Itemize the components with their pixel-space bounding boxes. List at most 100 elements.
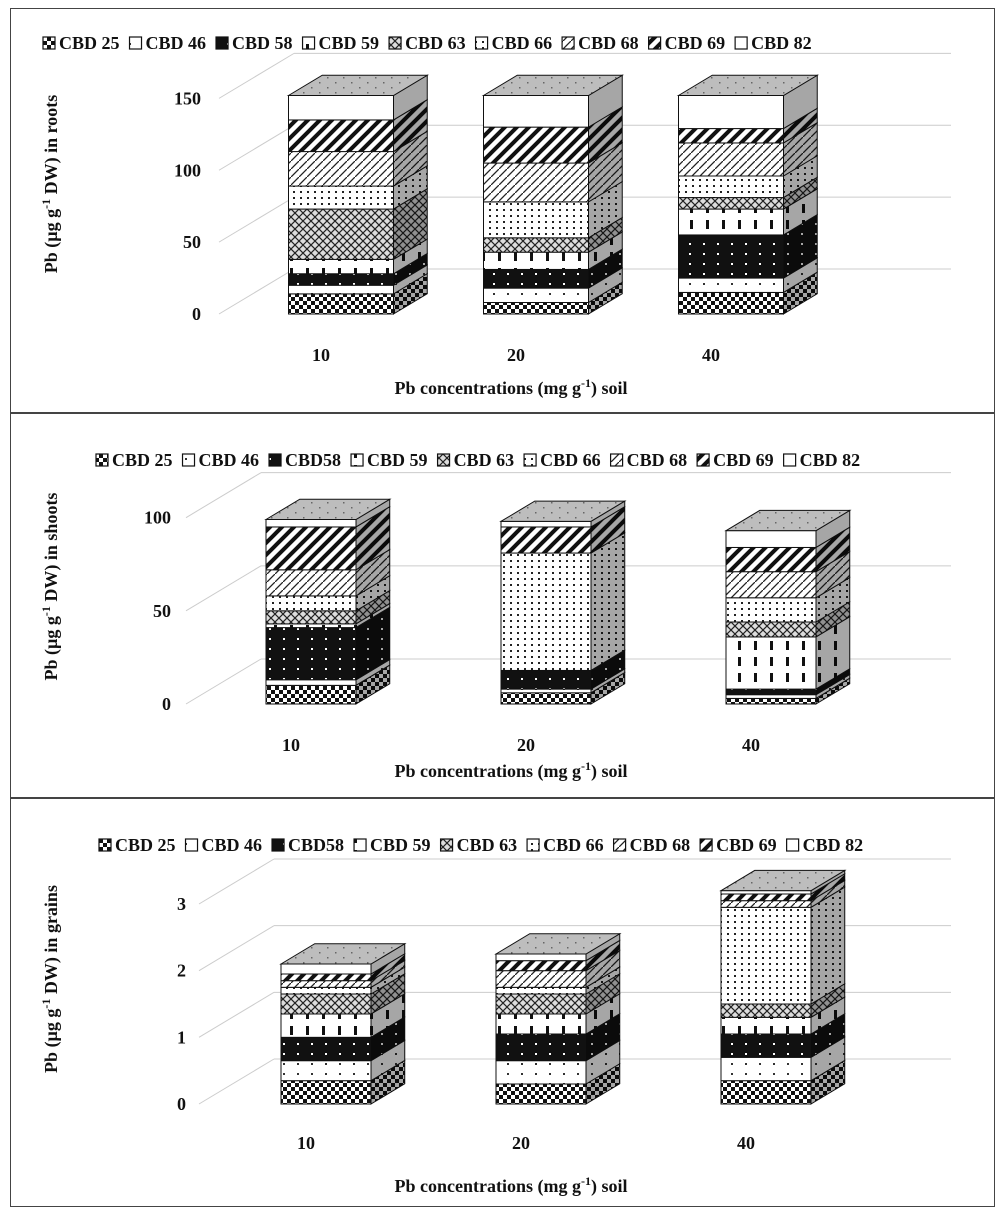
bar-segment-cbd-63-20 — [495, 993, 587, 1015]
bar-side-shade — [371, 1017, 405, 1061]
grains-chart: CBD 25 CBD 46 CBD58 CBD 59 CBD 63 CBD 66 CBD 6… — [39, 835, 951, 1197]
legend-label-cbd-46: CBD 46 — [146, 33, 207, 53]
legend-swatch-cbd-68 — [561, 36, 575, 50]
legend-swatch-cbd-58 — [215, 36, 229, 50]
legend-label-cbd-59: CBD 59 — [319, 33, 380, 53]
bar-segment-cbd-58-20 — [483, 268, 589, 289]
bar-segment-cbd-68-10 — [280, 980, 372, 988]
legend-swatch-cbd58 — [268, 453, 282, 467]
legend-swatch-cbd-46 — [184, 838, 199, 852]
bar-side-shade — [588, 181, 623, 238]
x-tick-label: 10 — [312, 345, 330, 365]
bar-side-shade — [783, 177, 818, 210]
bar-segment-cbd-59-10 — [280, 1013, 372, 1038]
bar-segment-cbd-59-20 — [483, 251, 589, 270]
bar-segment-cbd-46-10 — [280, 1060, 372, 1082]
legend-swatch-cbd-69 — [699, 838, 713, 852]
legend-swatch-cbd-82 — [783, 453, 797, 467]
legend-label-cbd-59: CBD 59 — [367, 450, 428, 470]
bar-segment-cbd58-20 — [495, 1033, 587, 1062]
bar-side-shade — [811, 1013, 845, 1058]
bar-segment-cbd-25-40 — [725, 697, 817, 705]
bar-segment-cbd-46-40 — [720, 1056, 812, 1082]
bar-side-shade — [356, 590, 390, 624]
bar-side-shade — [811, 1037, 845, 1081]
bar-side-shade — [356, 575, 390, 611]
bar-segment-cbd-66-40 — [720, 906, 812, 1005]
gridline-diagonal — [218, 196, 295, 243]
gridline-diagonal — [198, 991, 275, 1038]
legend-swatch-cbd-68 — [609, 453, 624, 467]
bar-segment-cbd-58-10 — [288, 273, 394, 286]
legend-swatch-cbd-82 — [786, 838, 800, 852]
bar-side-shade — [588, 282, 623, 314]
legend-swatch-cbd-82 — [734, 36, 748, 50]
y-tick-labels: 0 1 2 3 — [177, 894, 186, 1114]
x-axis-title: Pb concentrations (mg g-1) soil — [395, 759, 628, 782]
legend-label-cbd-66: CBD 66 — [492, 33, 553, 53]
y-tick-label: 50 — [153, 601, 171, 621]
y-tick-label: 100 — [144, 508, 171, 528]
bar-segment-cbd-82-10 — [265, 519, 357, 528]
bar-side-shade — [586, 993, 620, 1034]
bar-side-shade — [783, 272, 818, 314]
bar-segment-cbd-66-40 — [725, 597, 817, 623]
bar-segment-cbd-69-20 — [495, 960, 587, 972]
bar-segment-cbd-66-40 — [678, 175, 784, 199]
x-tick-label: 20 — [507, 345, 525, 365]
legend-swatch-cbd-68 — [612, 838, 627, 852]
bar-side-shade — [811, 997, 845, 1034]
bar-stack-40 — [724, 509, 852, 705]
bar-side-shade — [393, 239, 428, 274]
legend-label-cbd-59: CBD 59 — [370, 835, 431, 855]
bar-top-10 — [286, 74, 430, 96]
bar-segment-cbd-25-40 — [720, 1080, 812, 1105]
bar-segment-cbd-63-20 — [483, 237, 589, 253]
bar-top-40 — [724, 509, 852, 532]
bar-segment-cbd-59-40 — [678, 208, 784, 236]
legend-swatch-cbd-46 — [128, 36, 143, 50]
legend: CBD 25 CBD 46 CBD 58 CBD 59 CBD 63 CBD 66 CBD … — [42, 33, 812, 53]
gridline-diagonal — [198, 1058, 275, 1105]
legend-label-cbd-25: CBD 25 — [59, 33, 120, 53]
bar-side-shade — [356, 607, 390, 680]
bar-segment-cbd-68-20 — [483, 162, 589, 203]
bar-segment-cbd-46-20 — [500, 688, 592, 694]
bar-segment-cbd-63-10 — [288, 208, 394, 260]
y-tick-labels: 0 50 100 — [144, 508, 171, 714]
bar-segment-cbd58-10 — [265, 627, 357, 681]
bar-side-shade — [371, 943, 405, 974]
legend-label-cbd-82: CBD 82 — [751, 33, 812, 53]
bar-side-shade — [811, 870, 845, 894]
bar-segment-cbd-59-10 — [288, 258, 394, 275]
bar-segment-cbd-66-10 — [265, 595, 357, 612]
bar-side-shade — [586, 950, 620, 988]
bar-side-shade — [371, 1060, 405, 1104]
shoots-chart-panel: CBD 25 CBD 46 CBD58 CBD 59 CBD 63 CBD 66 CBD 6… — [10, 413, 995, 798]
legend-label-cbd-69: CBD 69 — [713, 450, 774, 470]
y-tick-label: 0 — [162, 694, 171, 714]
legend-label-cbd-63: CBD 63 — [454, 450, 515, 470]
bar-segment-cbd-63-40 — [720, 1003, 812, 1018]
bar-segment-cbd-25-10 — [288, 293, 394, 315]
legend-label-cbd-68: CBD 68 — [578, 33, 639, 53]
bar-side-shade — [783, 188, 818, 235]
bar-segment-cbd-82-10 — [288, 95, 394, 121]
bar-stack-20 — [494, 932, 622, 1105]
bar-side-shade — [811, 873, 845, 901]
x-axis-title: Pb concentrations (mg g-1) soil — [395, 376, 628, 399]
bar-side-shade — [591, 650, 625, 690]
bar-stack-10 — [264, 498, 392, 705]
bar-stack-20 — [499, 500, 627, 705]
bar-segment-cbd-82-40 — [725, 530, 817, 548]
bar-segment-cbd-59-40 — [720, 1016, 812, 1035]
legend-swatch-cbd-66 — [474, 36, 489, 50]
y-axis-title: Pb (µg g-1 DW) in roots — [39, 95, 62, 274]
bar-side-shade — [586, 973, 620, 1014]
legend-label-cbd-66: CBD 66 — [543, 835, 604, 855]
gridline-diagonal — [185, 658, 262, 705]
bar-segment-cbd58-10 — [280, 1036, 372, 1062]
bar-side-shade — [816, 668, 850, 695]
bar-side-shade — [393, 99, 428, 152]
legend-label-cbd-58: CBD 58 — [232, 33, 293, 53]
